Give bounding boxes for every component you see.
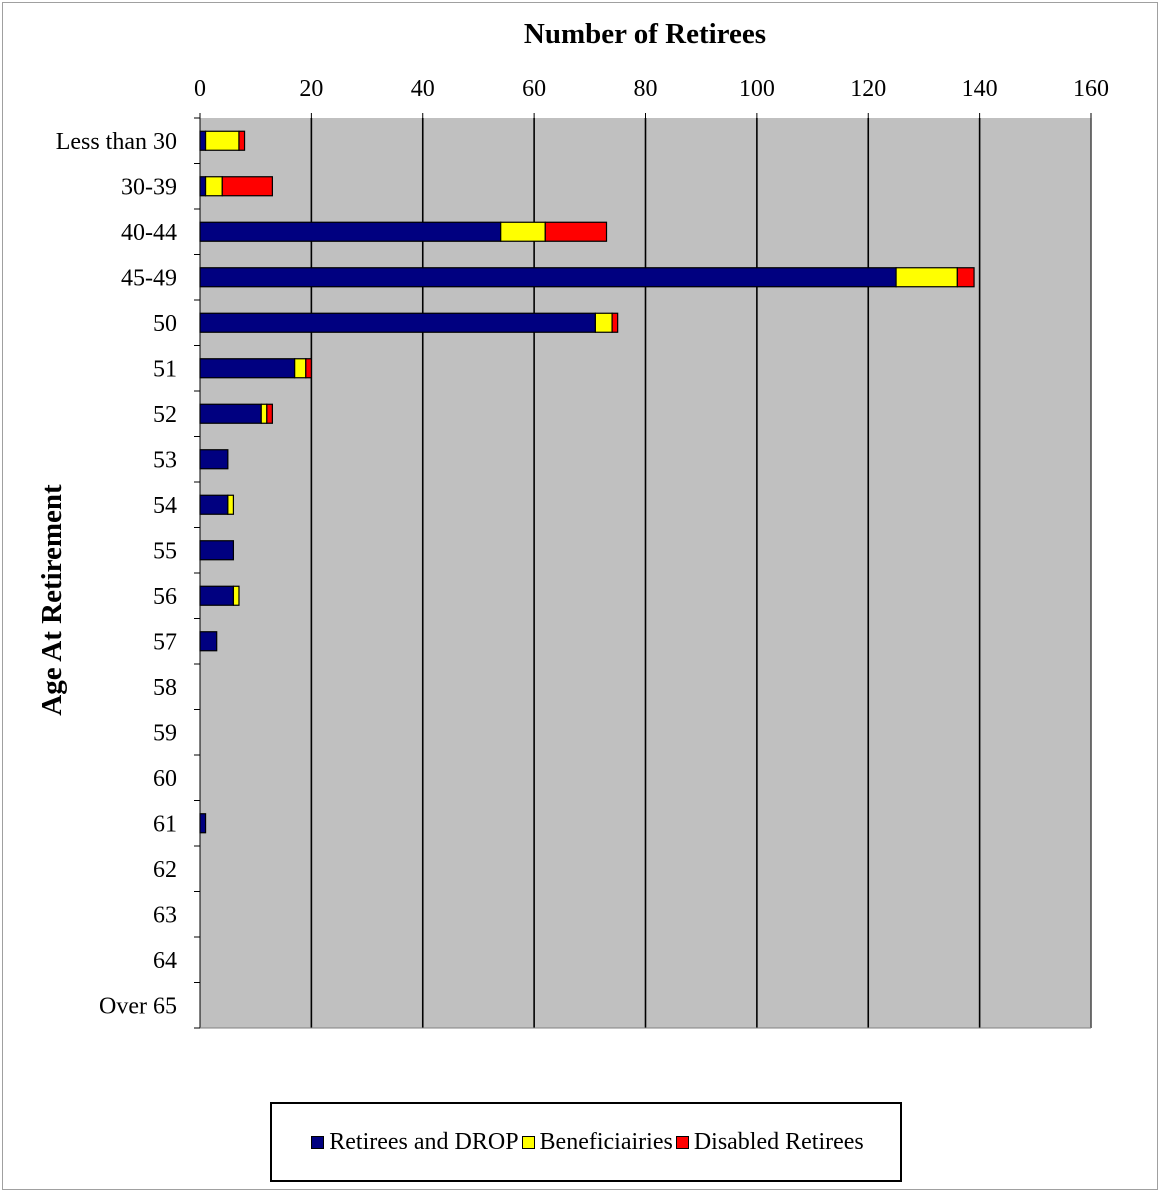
- legend-label-retirees-drop: Retirees and DROP: [329, 1128, 519, 1155]
- legend-item-disabled-retirees: Disabled Retirees: [673, 1129, 864, 1156]
- bar-segment-series-0: [199, 176, 207, 197]
- bar-segment-series-0: [199, 494, 229, 515]
- bar-segment-series-0: [199, 130, 207, 151]
- x-tick-label: 80: [634, 76, 658, 102]
- bar-segment-series-0: [199, 631, 218, 652]
- bar-segment-series-1: [294, 358, 307, 379]
- x-tick-label: 160: [1073, 76, 1109, 102]
- x-tick-label: 140: [962, 76, 998, 102]
- y-tick-label: Over 65: [99, 993, 177, 1019]
- legend-swatch-beneficiaries: [521, 1135, 535, 1149]
- bar-segment-series-1: [594, 312, 613, 333]
- legend-label-beneficiaries: Beneficiairies: [539, 1128, 673, 1155]
- x-tick-label: 100: [739, 76, 775, 102]
- bar-segment-series-1: [227, 494, 235, 515]
- y-tick-label: 61: [153, 811, 177, 837]
- legend-item-retirees-drop: Retirees and DROP: [308, 1128, 519, 1156]
- y-tick-label: 62: [153, 857, 177, 883]
- bar-segment-series-2: [544, 221, 608, 242]
- y-tick-label: 54: [153, 493, 177, 519]
- bar-segment-series-2: [221, 176, 273, 197]
- y-tick-label: 45-49: [121, 265, 177, 291]
- bar-segment-series-0: [199, 585, 235, 606]
- y-tick-label: 50: [153, 311, 177, 337]
- bar-segment-series-2: [238, 130, 246, 151]
- bar-segment-series-1: [895, 267, 958, 288]
- bar-segment-series-2: [956, 267, 975, 288]
- bar-segment-series-2: [266, 403, 273, 424]
- y-tick-label: 51: [153, 356, 177, 382]
- y-tick-label: 63: [153, 902, 177, 928]
- legend: Retirees and DROP Beneficiairies Disable…: [270, 1102, 902, 1182]
- bar-segment-series-1: [232, 585, 240, 606]
- bar-segment-series-0: [199, 358, 296, 379]
- bar-segment-series-0: [199, 221, 502, 242]
- x-tick-label: 40: [411, 76, 435, 102]
- bar-segment-series-0: [199, 449, 229, 470]
- y-tick-label: 56: [153, 584, 177, 610]
- bar-segment-series-1: [260, 403, 268, 424]
- x-tick-label: 0: [194, 76, 206, 102]
- y-tick-label: 59: [153, 720, 177, 746]
- x-tick-label: 60: [522, 76, 546, 102]
- y-tick-label: 30-39: [121, 174, 177, 200]
- plot-area: 0 20 40 60 80 100 120 140 160 Less than 30 30-39 40…: [56, 76, 1109, 1029]
- legend-swatch-disabled-retirees: [675, 1135, 689, 1149]
- chart-title: Number of Retirees: [524, 18, 766, 50]
- y-tick-label: 64: [153, 948, 177, 974]
- bar-segment-series-1: [500, 221, 546, 242]
- y-tick-label: 53: [153, 447, 177, 473]
- x-tick-label: 120: [850, 76, 886, 102]
- bar-segment-series-2: [611, 312, 619, 333]
- bar-segment-series-0: [199, 403, 262, 424]
- y-tick-label: 55: [153, 538, 177, 564]
- legend-item-beneficiaries: Beneficiairies: [519, 1129, 673, 1156]
- bar-segment-series-0: [199, 312, 596, 333]
- y-tick-label: 40-44: [121, 220, 177, 246]
- y-tick-label: 60: [153, 766, 177, 792]
- bar-segment-series-0: [199, 540, 235, 561]
- x-tick-label: 20: [299, 76, 323, 102]
- y-tick-label: Less than 30: [56, 129, 177, 155]
- bar-segment-series-2: [305, 358, 312, 379]
- bar-segment-series-0: [199, 813, 207, 834]
- y-tick-label: 52: [153, 402, 177, 428]
- y-tick-label: 58: [153, 675, 177, 701]
- legend-label-disabled-retirees: Disabled Retirees: [693, 1128, 864, 1155]
- bar-segment-series-0: [199, 267, 897, 288]
- y-tick-label: 57: [153, 629, 177, 655]
- bar-segment-series-1: [204, 130, 240, 151]
- legend-swatch-retirees-drop: [311, 1135, 325, 1149]
- y-axis-title: Age At Retirement: [36, 484, 68, 716]
- bar-segment-series-1: [204, 176, 223, 197]
